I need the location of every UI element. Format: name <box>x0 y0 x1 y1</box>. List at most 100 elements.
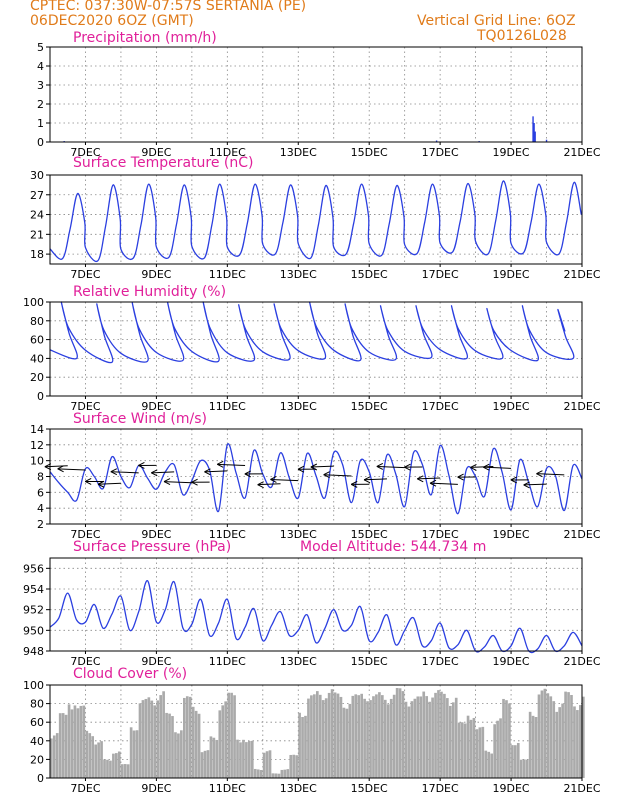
temp-series-line <box>49 180 582 263</box>
cloud-bar <box>91 736 95 778</box>
cloud-bar <box>499 718 502 778</box>
wind-vector-shaft <box>57 468 86 471</box>
cloud-bar <box>242 739 245 778</box>
rh-ytick-label: 20 <box>30 371 44 384</box>
cloud-ytick-label: 80 <box>30 698 44 711</box>
cloud-bar <box>55 733 59 778</box>
cloud-bar <box>395 687 399 778</box>
cloud-bar <box>386 704 390 778</box>
wind-vector-head <box>270 476 277 483</box>
cloud-xtick-label: 21DEC <box>563 782 600 795</box>
wind-vector-head <box>84 478 92 485</box>
rh-ytick-label: 40 <box>30 352 44 365</box>
cloud-bar <box>171 716 174 778</box>
cloud-bar <box>573 706 576 778</box>
temp-xtick-label: 15DEC <box>351 268 388 281</box>
cloud-xtick-label: 17DEC <box>422 782 459 795</box>
cloud-bar <box>567 692 570 778</box>
header-run-date: 06DEC2020 6OZ (GMT) <box>30 13 194 29</box>
cloud-bar <box>422 691 426 778</box>
cloud-bar <box>64 714 68 778</box>
wind-ytick-label: 4 <box>37 502 44 515</box>
cloud-bar <box>579 705 582 778</box>
precip-xtick-label: 13DEC <box>280 146 317 159</box>
cloud-bar <box>132 730 136 778</box>
precip-xtick-label: 19DEC <box>493 146 530 159</box>
rh-xtick-label: 13DEC <box>280 400 317 413</box>
cloud-bar <box>318 694 322 778</box>
cloud-bar <box>79 705 83 778</box>
wind-vector-head <box>323 471 330 479</box>
cloud-bar <box>298 712 301 778</box>
cloud-bar <box>582 696 585 778</box>
cloud-xtick-label: 15DEC <box>351 782 388 795</box>
cloud-bar <box>516 742 520 778</box>
cloud-bar <box>389 698 393 778</box>
precip-ytick-label: 4 <box>37 60 44 73</box>
cloud-bar <box>307 698 310 778</box>
cloud-bar <box>106 759 109 778</box>
cloud-bar <box>484 750 488 778</box>
wind-xtick-label: 7DEC <box>70 528 100 541</box>
cloud-bar <box>321 700 325 778</box>
cloud-bar <box>200 752 204 778</box>
cloud-bar <box>94 744 97 778</box>
wind-vector-head <box>429 479 437 487</box>
cloud-bar <box>156 700 160 778</box>
cloud-bar <box>525 759 529 778</box>
cloud-bar <box>283 769 287 778</box>
wind-xtick-label: 19DEC <box>493 528 530 541</box>
cloud-bar <box>534 716 538 778</box>
pressure-xtick-label: 19DEC <box>493 655 530 668</box>
temp-xtick-label: 9DEC <box>141 268 171 281</box>
wind-vector-head <box>204 468 211 476</box>
cloud-bar <box>212 737 216 778</box>
wind-vector-head <box>310 463 318 471</box>
wind-vector-head <box>138 462 145 469</box>
pressure-xtick-label: 17DEC <box>422 655 459 668</box>
wind-vector-head <box>376 462 384 470</box>
cloud-bar <box>378 692 381 778</box>
temp-title: Surface Temperature (nC) <box>73 155 254 171</box>
wind-vector-head <box>57 465 64 473</box>
cloud-bar <box>478 727 482 778</box>
precip-xtick-label: 11DEC <box>209 146 246 159</box>
wind-vector-shaft <box>483 466 512 469</box>
cloud-bar <box>197 713 201 778</box>
temp-xtick-label: 17DEC <box>422 268 459 281</box>
wind-vector-head <box>510 476 518 484</box>
rh-ytick-label: 100 <box>23 296 44 309</box>
precip-ytick-label: 5 <box>37 41 44 54</box>
temp-ytick-label: 30 <box>30 169 44 182</box>
cloud-bar <box>138 703 142 778</box>
cloud-bar <box>558 707 562 778</box>
cloud-bar <box>454 697 458 778</box>
rh-ytick-label: 0 <box>37 390 44 403</box>
cloud-bar <box>135 730 139 778</box>
cloud-bar <box>123 764 127 778</box>
cloud-bar <box>416 696 420 778</box>
cloud-bar <box>144 698 148 778</box>
cloud-bar <box>537 694 541 778</box>
cloud-bar <box>85 730 89 778</box>
wind-vector-shaft <box>204 470 228 473</box>
temp-ytick-label: 24 <box>30 209 44 222</box>
pressure-series-line <box>49 580 583 654</box>
cloud-bar <box>398 688 402 778</box>
rh-xtick-label: 17DEC <box>422 400 459 413</box>
pressure-ytick-label: 948 <box>23 645 44 658</box>
cloud-bar <box>434 692 437 778</box>
cloud-bar <box>522 759 526 778</box>
wind-vector-head <box>244 470 252 478</box>
cloud-bar <box>295 755 298 778</box>
cloud-bar <box>180 730 183 778</box>
cloud-bar <box>561 703 564 778</box>
cloud-bar <box>117 751 121 778</box>
wind-vector-head <box>191 478 198 486</box>
cloud-bar <box>289 754 293 778</box>
wind-xtick-label: 11DEC <box>209 528 246 541</box>
cloud-bar <box>428 701 431 778</box>
cloud-bar <box>248 740 251 778</box>
cloud-xtick-label: 19DEC <box>493 782 530 795</box>
